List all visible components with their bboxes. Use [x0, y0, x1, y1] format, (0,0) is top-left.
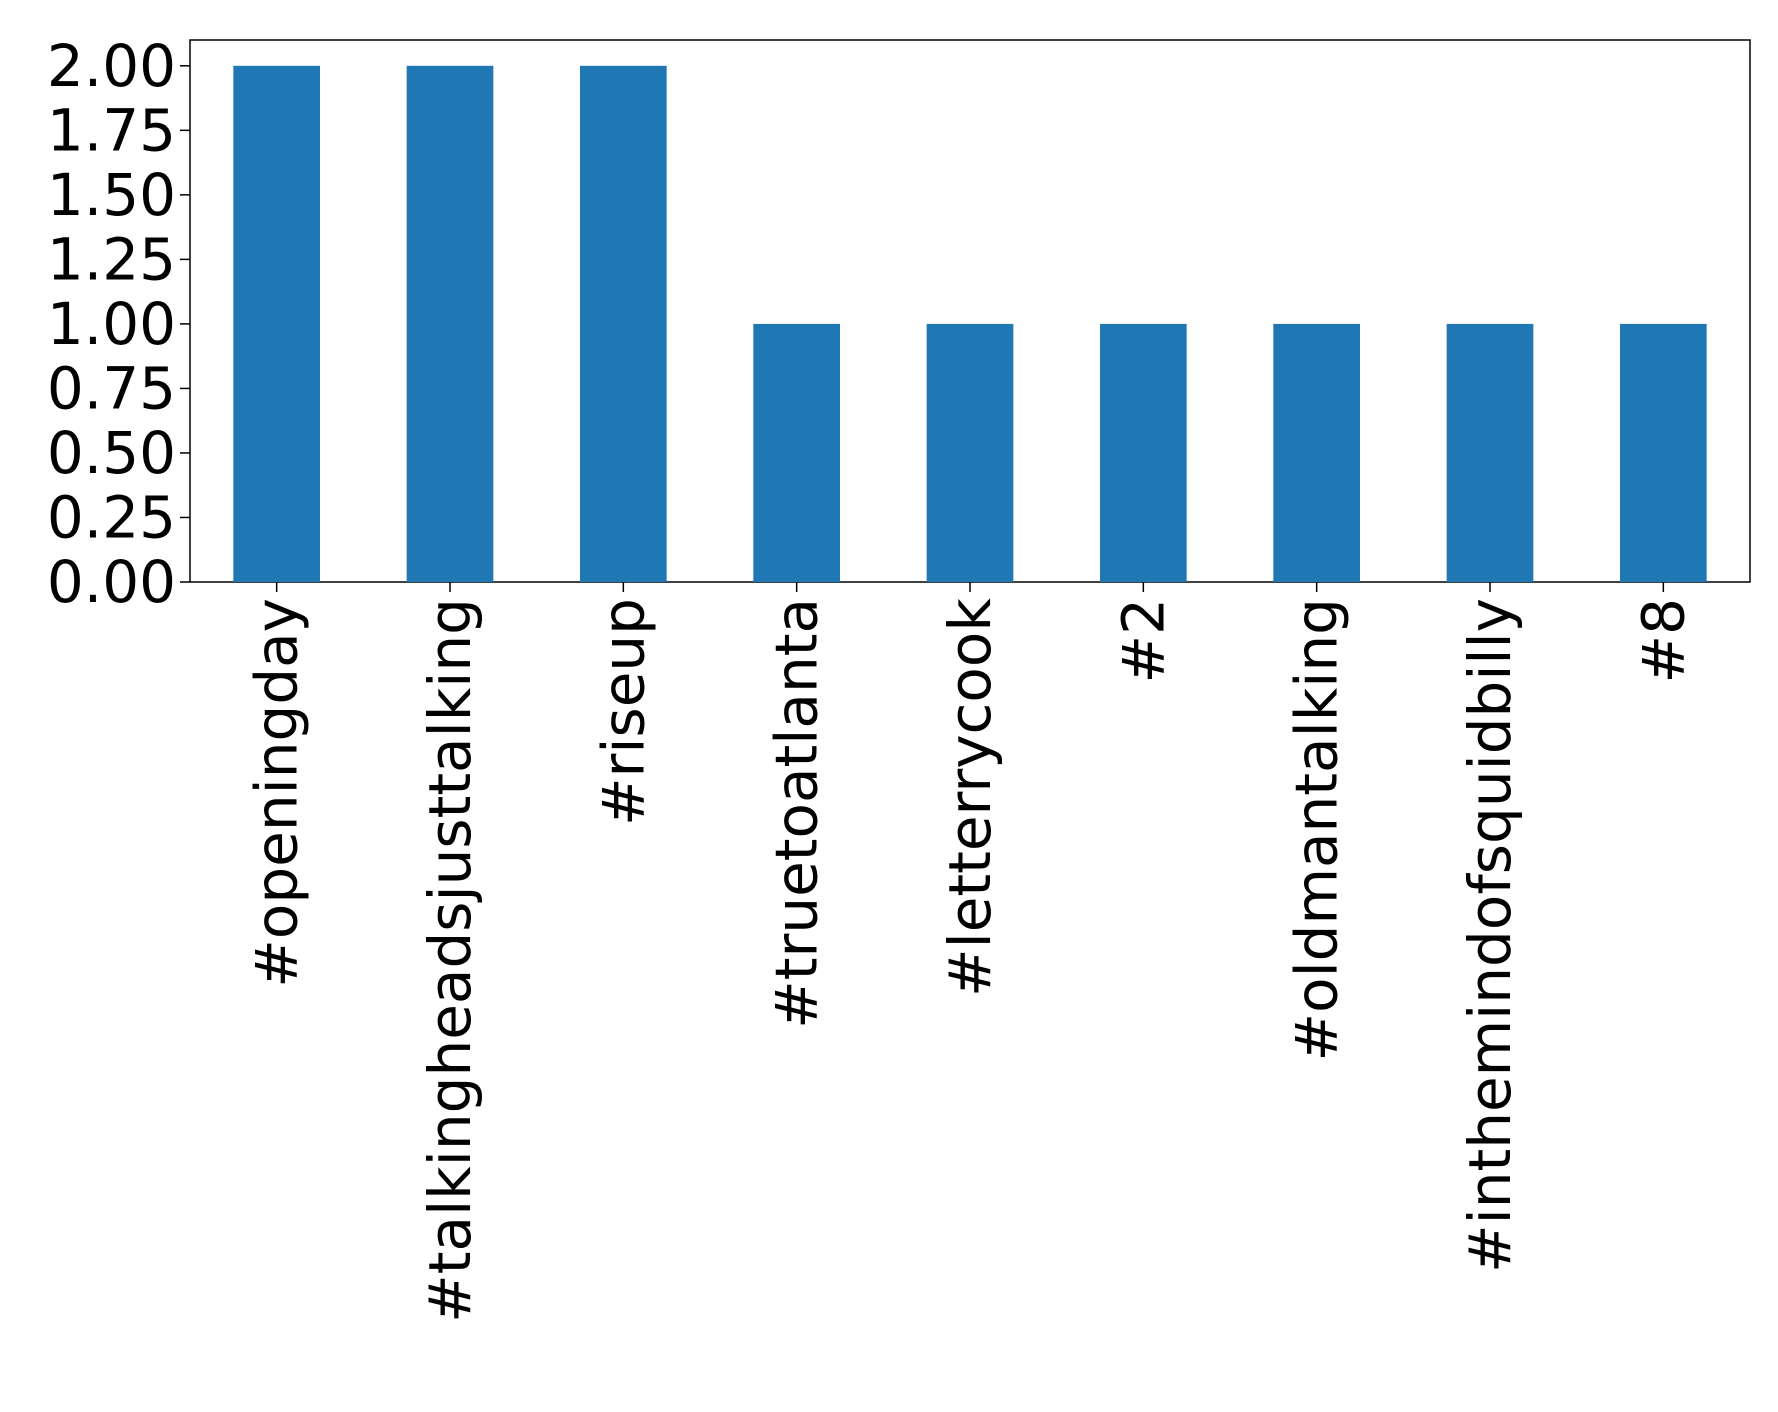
- x-tick-label-talkingheadsjusttalking: #talkingheadsjusttalking: [416, 598, 484, 1323]
- y-tick-label: 1.75: [47, 96, 176, 164]
- y-tick-label: 0.25: [47, 483, 176, 551]
- y-tick-label: 0.00: [47, 548, 176, 616]
- x-tick-label-truetoatlanta: #truetoatlanta: [763, 598, 831, 1029]
- x-tick-label-oldmantalking: #oldmantalking: [1283, 598, 1351, 1062]
- bar-talkingheadsjusttalking: [406, 65, 494, 583]
- y-tick-label: 0.75: [47, 354, 176, 422]
- bar-openingday: [233, 65, 320, 583]
- x-tick-label-2: #2: [1109, 598, 1177, 684]
- y-tick-label: 1.00: [47, 290, 176, 358]
- x-tick-label-letterrycook: #letterrycook: [936, 598, 1004, 997]
- y-axis-ticks: 0.000.250.500.751.001.251.501.752.00: [47, 32, 190, 616]
- bar-2: [1100, 323, 1187, 582]
- bar-oldmantalking: [1273, 323, 1360, 582]
- bar-riseup: [580, 65, 667, 583]
- x-tick-label-8: #8: [1629, 598, 1697, 684]
- x-tick-label-inthemindofsquidbilly: #inthemindofsquidbilly: [1456, 598, 1524, 1273]
- x-tick-label-riseup: #riseup: [589, 598, 657, 826]
- y-tick-label: 1.50: [47, 161, 176, 229]
- y-tick-label: 2.00: [47, 32, 176, 100]
- bar-letterrycook: [926, 323, 1014, 582]
- x-axis-ticks: #openingday #talkingheadsjusttalking #rise…: [243, 582, 1697, 1323]
- x-tick-label-openingday: #openingday: [243, 598, 311, 988]
- y-tick-label: 0.50: [47, 419, 176, 487]
- bar-truetoatlanta: [753, 323, 840, 582]
- bars-group: [233, 65, 1707, 583]
- bar-inthemindofsquidbilly: [1446, 323, 1534, 582]
- bar-8: [1620, 323, 1707, 582]
- y-tick-label: 1.25: [47, 225, 176, 293]
